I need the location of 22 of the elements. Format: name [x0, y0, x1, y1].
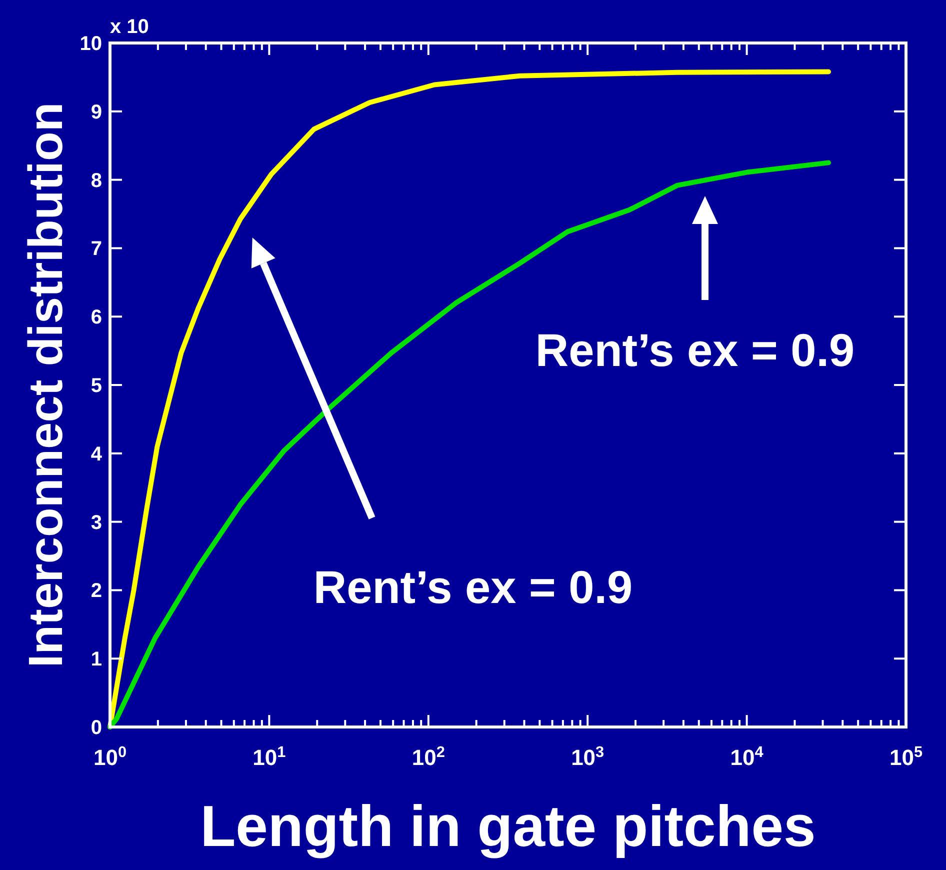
y-tick-label: 8: [90, 170, 102, 192]
text: x 10: [110, 16, 149, 38]
x-tick-label: 10$^{3}$: [571, 744, 604, 770]
y-tick-label: 2: [90, 580, 102, 602]
x-tick-label: 10$^{4}$: [730, 744, 764, 770]
y-tick-label: 5: [90, 375, 102, 397]
y-tick-label: 1: [90, 648, 102, 671]
y-tick-label: 10: [80, 33, 102, 55]
y-tick-label: 4: [90, 443, 103, 466]
x-tick-label: 10$^{0}$: [93, 744, 127, 770]
x-tick-label: 10$^{2}$: [412, 744, 445, 770]
y-tick-label: 6: [90, 306, 102, 329]
y-tick-label: 7: [90, 238, 102, 260]
annotation: Rent’s ex = 0.9: [535, 324, 855, 376]
y-axis-title: Interconnect distribution: [20, 102, 73, 668]
y-tick-label: 0: [90, 717, 102, 739]
x-tick-label: 10$^{5}$: [889, 744, 923, 770]
y-tick-label: 9: [90, 101, 102, 124]
annotation: Rent’s ex = 0.9: [313, 561, 633, 613]
y-tick-label: 3: [90, 512, 102, 534]
x-axis-title: Length in gate pitches: [200, 794, 816, 859]
x-tick-label: 10$^{1}$: [252, 744, 286, 770]
